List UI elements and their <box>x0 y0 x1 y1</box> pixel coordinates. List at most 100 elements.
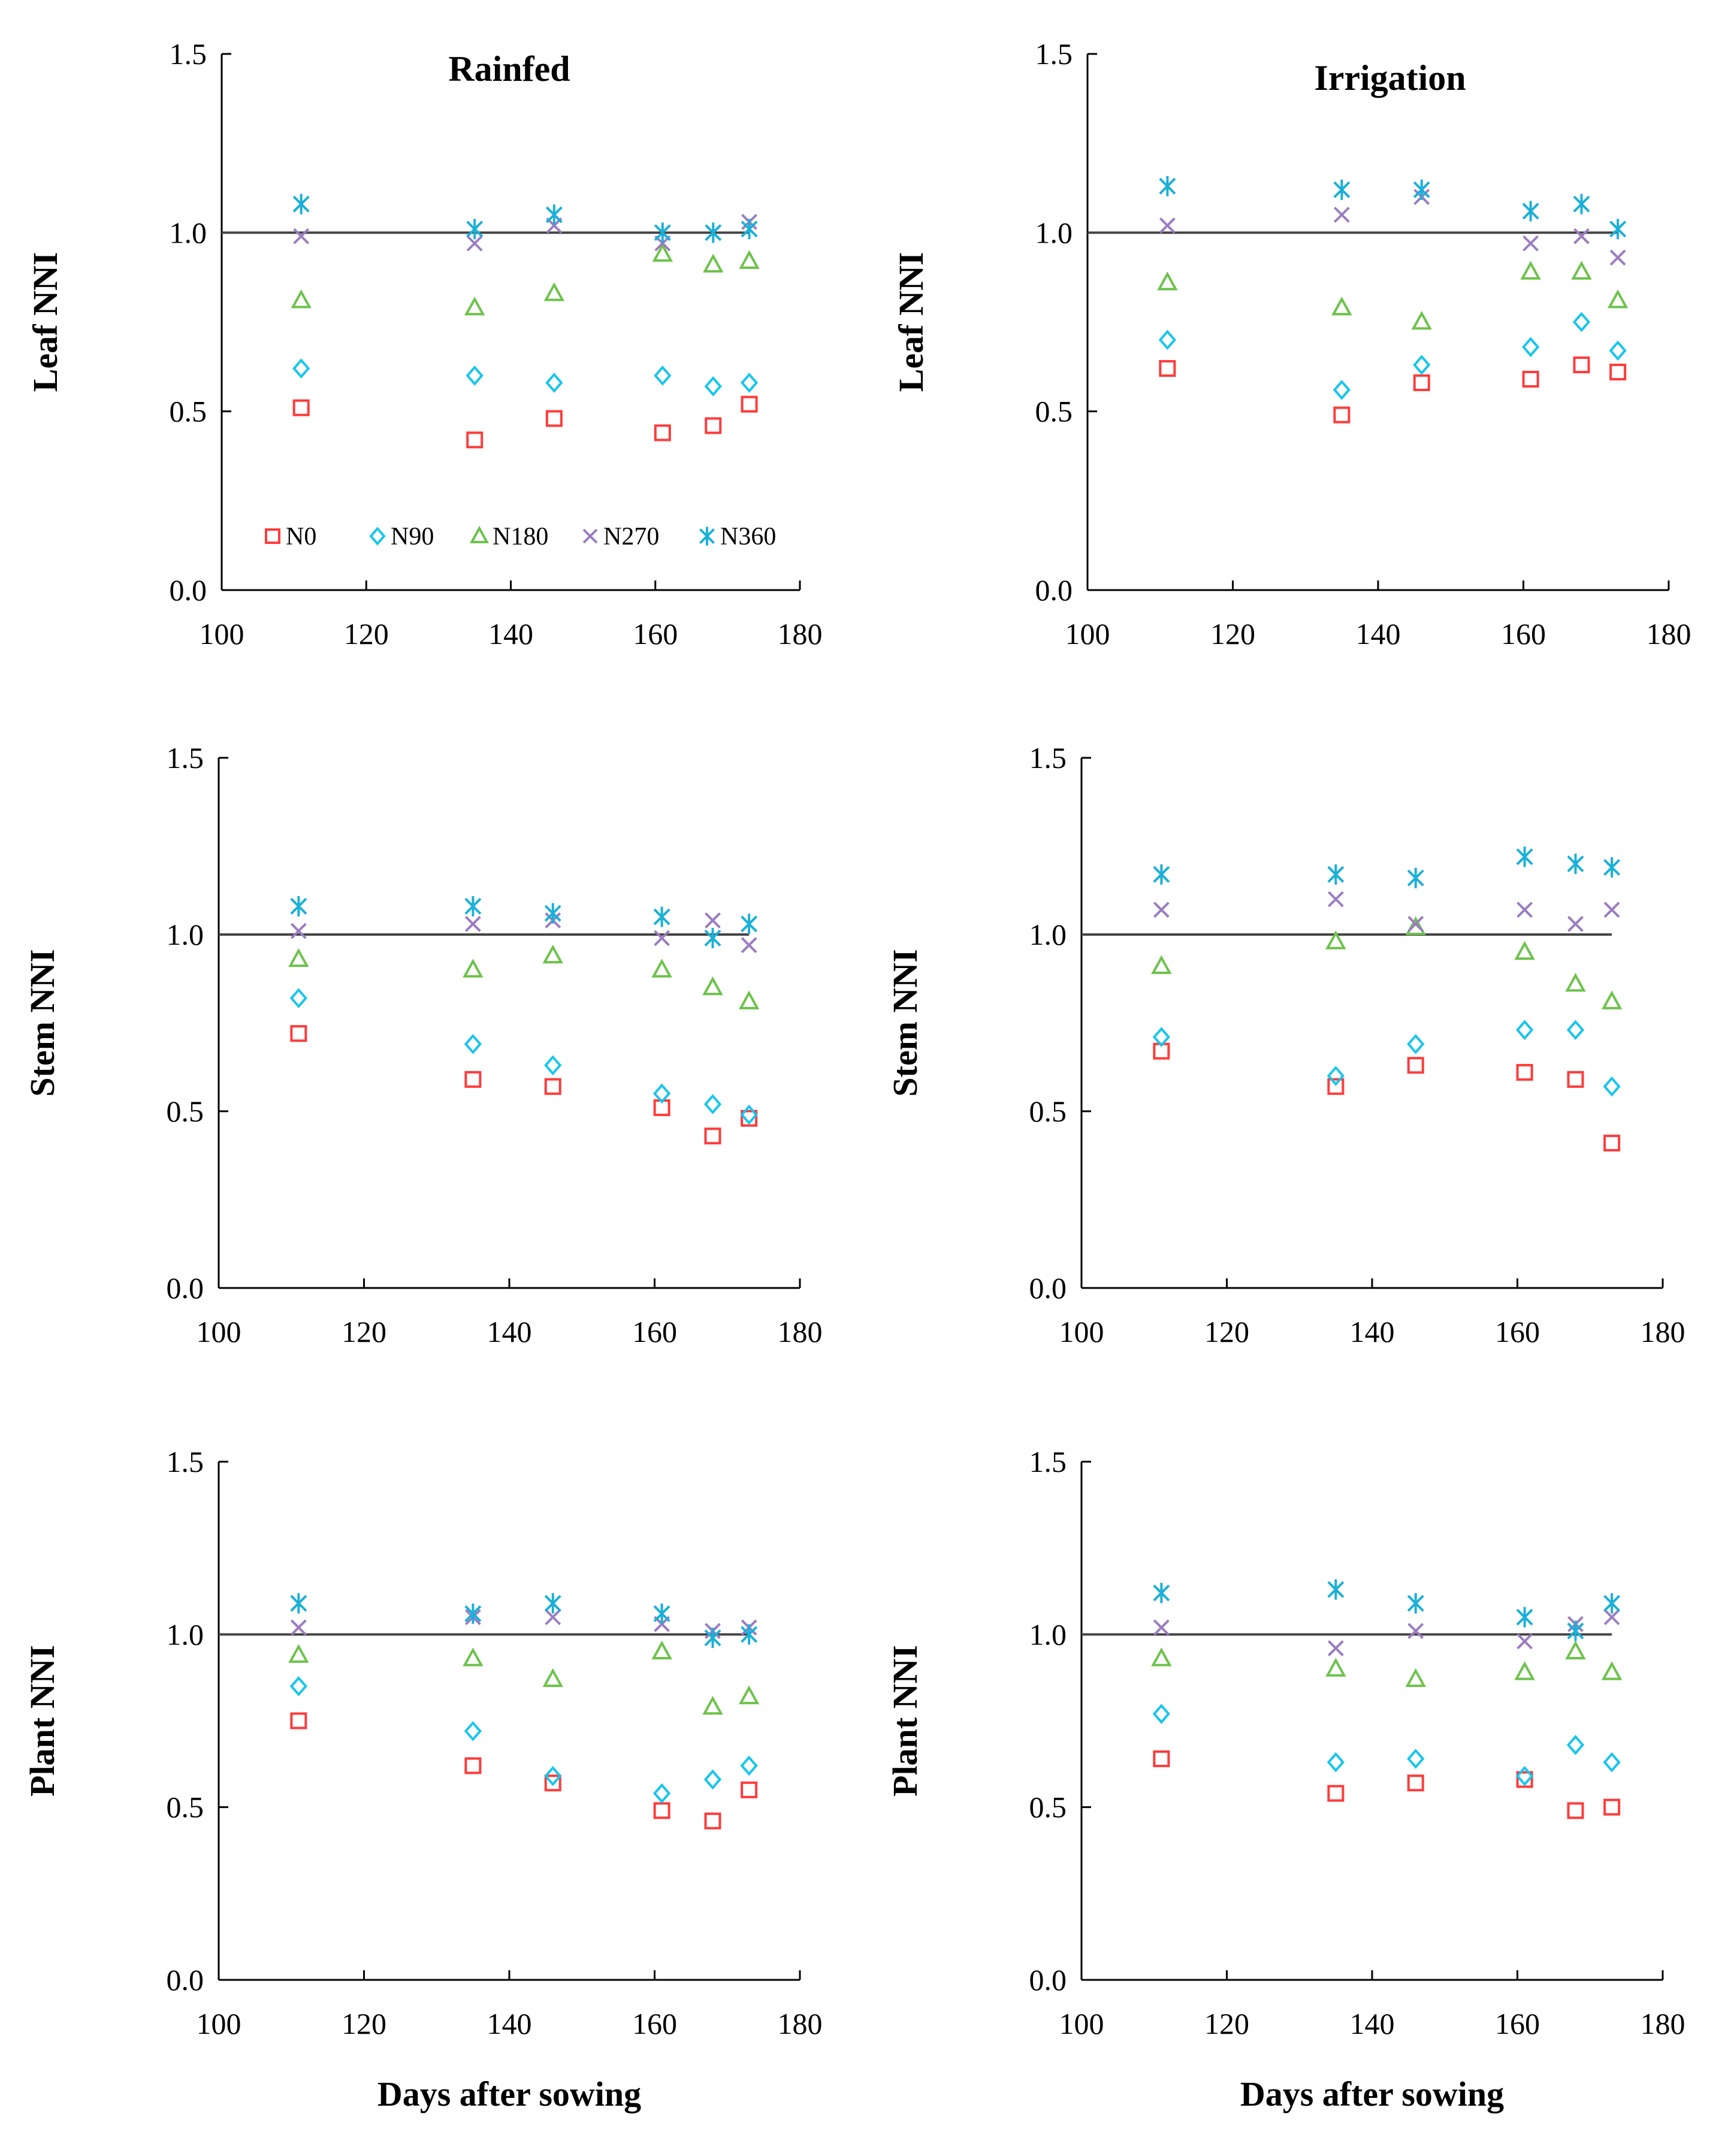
point-n180 <box>465 961 482 976</box>
legend-marker-n180 <box>472 528 487 542</box>
point-n270 <box>466 917 480 931</box>
y-tick-label: 0.5 <box>167 1094 204 1128</box>
y-tick-label: 0.0 <box>1029 1271 1067 1305</box>
point-n180 <box>654 961 670 976</box>
point-n360 <box>1568 854 1583 874</box>
point-n270 <box>1328 1641 1343 1655</box>
point-n0 <box>1328 1786 1343 1801</box>
x-tick-label: 100 <box>197 1315 241 1348</box>
point-n270 <box>1575 229 1589 243</box>
point-n90 <box>706 1096 720 1112</box>
point-n180 <box>705 979 721 994</box>
y-axis-label: Stem NNI <box>886 949 925 1096</box>
x-tick-label: 140 <box>487 1315 532 1348</box>
point-n0 <box>1569 1072 1583 1087</box>
point-n270 <box>1328 892 1343 906</box>
point-n0 <box>294 401 309 415</box>
legend-item-n90: N90 <box>371 523 434 551</box>
x-tick-label: 180 <box>778 617 823 651</box>
x-axis-label: Days after sowing <box>1240 2075 1504 2113</box>
point-n180 <box>1159 274 1176 289</box>
point-n0 <box>1160 361 1174 376</box>
point-n180 <box>705 1698 721 1713</box>
x-tick-label: 180 <box>1641 2007 1685 2040</box>
x-tick-label: 140 <box>1356 617 1401 651</box>
point-n90 <box>291 1678 306 1695</box>
point-n90 <box>546 1057 560 1074</box>
point-n360 <box>291 896 306 917</box>
point-n180 <box>465 1650 482 1665</box>
point-n360 <box>1574 194 1589 214</box>
point-n0 <box>742 397 757 412</box>
point-n360 <box>1328 1579 1343 1599</box>
x-tick-label: 160 <box>632 1315 677 1348</box>
point-n270 <box>1154 903 1168 917</box>
y-tick-label: 0.5 <box>1035 395 1073 428</box>
point-n270 <box>294 229 309 243</box>
point-n360 <box>654 1604 669 1624</box>
point-n180 <box>1609 292 1626 307</box>
point-n0 <box>655 1803 669 1818</box>
point-n90 <box>1575 314 1589 331</box>
y-tick-label: 1.0 <box>1029 1617 1067 1651</box>
y-axis-label: Stem NNI <box>23 949 62 1096</box>
point-n180 <box>1153 958 1170 973</box>
y-tick-label: 1.0 <box>1035 216 1073 249</box>
point-n270 <box>1605 903 1619 917</box>
panel-rainfed-stem: 0.00.51.01.5100 120 140 160 180Stem NNI <box>23 741 823 1348</box>
x-tick-label: 100 <box>1065 617 1110 651</box>
legend-label: N360 <box>720 523 776 551</box>
y-tick-label: 0.5 <box>1029 1791 1067 1824</box>
point-n360 <box>742 219 757 239</box>
point-n90 <box>294 360 309 377</box>
point-n0 <box>1605 1800 1619 1815</box>
legend-label: N270 <box>603 523 659 551</box>
legend-item-n270: N270 <box>584 523 659 551</box>
point-n360 <box>545 903 560 924</box>
point-n180 <box>1517 944 1533 958</box>
point-n90 <box>1524 338 1538 355</box>
y-tick-label: 1.0 <box>167 1617 204 1651</box>
point-n180 <box>1407 919 1424 934</box>
point-n180 <box>654 1643 670 1658</box>
x-tick-label: 160 <box>632 2007 677 2040</box>
legend-marker-n90 <box>371 528 384 543</box>
y-tick-label: 1.5 <box>1029 741 1067 775</box>
point-n90 <box>1328 1068 1343 1084</box>
point-n360 <box>466 896 481 917</box>
legend: N0 N90 N180 N270 N360 <box>266 523 776 551</box>
point-n0 <box>1605 1136 1619 1150</box>
point-n0 <box>466 1072 480 1087</box>
point-n270 <box>1160 218 1174 232</box>
panel-irrigation-plant: 0.00.51.01.5100 120 140 160 180Plant NNIDays… <box>886 1445 1685 2113</box>
point-n90 <box>1328 1754 1343 1771</box>
y-axis-label: Plant NNI <box>886 1645 925 1797</box>
point-n0 <box>291 1026 306 1041</box>
y-tick-label: 1.5 <box>1029 1445 1067 1478</box>
point-n180 <box>1334 299 1351 314</box>
point-n90 <box>467 367 482 384</box>
point-n180 <box>741 1688 757 1703</box>
legend-marker-n360 <box>700 527 714 545</box>
point-n270 <box>1154 1620 1168 1635</box>
x-tick-label: 140 <box>1350 2007 1395 2040</box>
nni-figure: 0.00.51.01.5100 120 140 160 180Leaf NNIRainf… <box>0 0 1734 2156</box>
y-tick-label: 1.0 <box>167 918 204 951</box>
x-tick-label: 140 <box>488 617 533 651</box>
y-tick-label: 1.5 <box>170 37 207 71</box>
panel-irrigation-leaf: 0.0 0.5 1.0 1.5 100 120 140 160 180 Leaf NNI Irrig… <box>892 37 1691 651</box>
point-n360 <box>1328 864 1343 885</box>
point-n0 <box>1611 365 1625 379</box>
y-tick-label: 1.5 <box>1035 37 1073 71</box>
point-n90 <box>1154 1706 1168 1722</box>
point-n360 <box>1334 180 1349 200</box>
point-n90 <box>1605 1078 1619 1095</box>
point-n0 <box>742 1783 756 1797</box>
point-n0 <box>1334 408 1349 422</box>
point-n270 <box>1518 1634 1532 1649</box>
point-n180 <box>1567 1643 1584 1658</box>
point-n90 <box>1415 356 1429 373</box>
x-tick-label: 180 <box>778 1315 823 1348</box>
y-tick-label: 1.0 <box>1029 918 1067 951</box>
legend-marker-n0 <box>266 530 279 543</box>
